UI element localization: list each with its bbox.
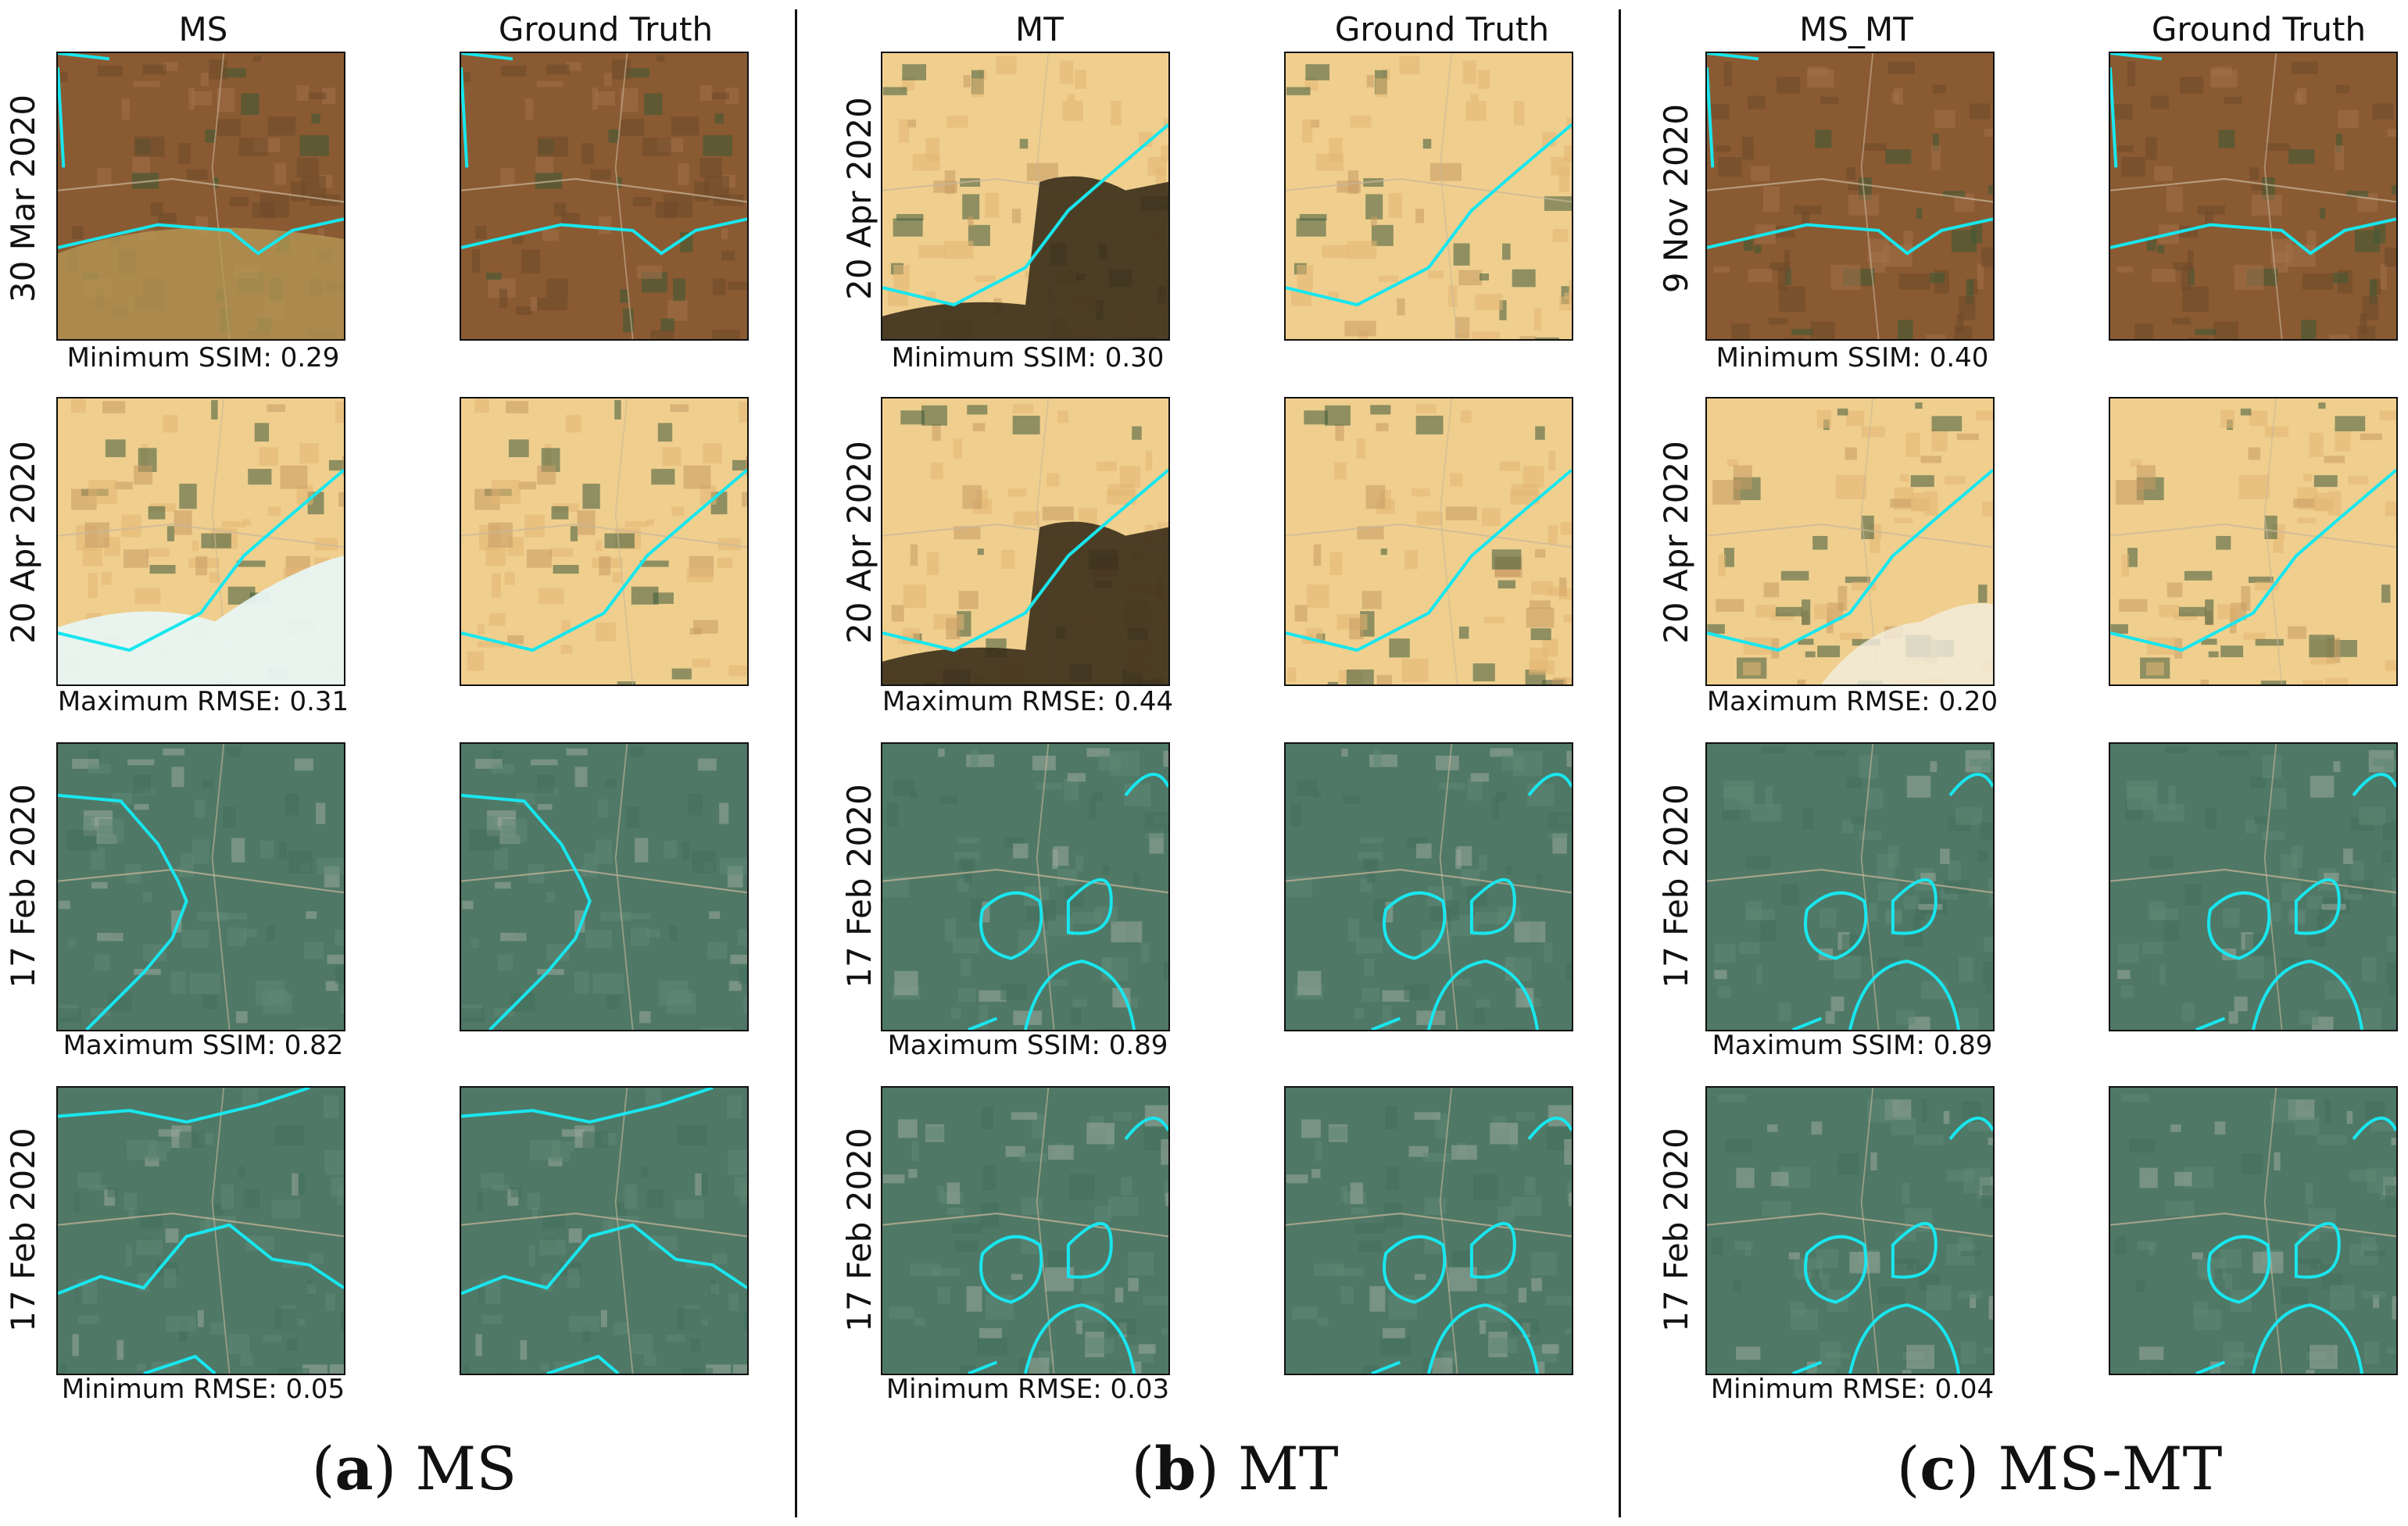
metric-b4: Minimum RMSE: 0.03: [886, 1374, 1170, 1405]
caption-c: (c) MS-MT: [1896, 1434, 2223, 1503]
metric-a1: Minimum SSIM: 0.29: [66, 342, 340, 373]
row-date-b1: 20 Apr 2020: [840, 97, 878, 300]
prediction-image-g1-r3: [56, 742, 345, 1031]
metric-a3: Maximum SSIM: 0.82: [63, 1030, 344, 1061]
metric-b1: Minimum SSIM: 0.30: [891, 342, 1165, 373]
prediction-image-g2-r1: [881, 52, 1170, 341]
prediction-image-g3-r4: [1705, 1086, 1995, 1375]
caption-name-c: MS-MT: [1998, 1434, 2223, 1503]
caption-letter-a: a: [335, 1434, 374, 1503]
row-date-b4: 17 Feb 2020: [840, 1128, 878, 1332]
metric-a4: Minimum RMSE: 0.05: [61, 1374, 345, 1405]
caption-b: (b) MT: [1131, 1434, 1339, 1503]
caption-name-a: MS: [415, 1434, 517, 1503]
row-date-c3: 17 Feb 2020: [1657, 784, 1695, 988]
row-date-a4: 17 Feb 2020: [4, 1128, 42, 1332]
caption-a: (a) MS: [311, 1434, 517, 1503]
col-title-mt: MT: [1015, 10, 1064, 48]
metric-c2: Maximum RMSE: 0.20: [1706, 686, 1998, 717]
prediction-image-g2-r2: [881, 397, 1170, 686]
caption-letter-b: b: [1154, 1434, 1197, 1503]
row-date-c2: 20 Apr 2020: [1657, 441, 1695, 644]
ground-truth-image-g1-r3: [460, 742, 749, 1031]
prediction-image-g3-r1: [1705, 52, 1995, 341]
row-date-b3: 17 Feb 2020: [840, 784, 878, 988]
prediction-image-g1-r2: [56, 397, 345, 686]
metric-c3: Maximum SSIM: 0.89: [1712, 1030, 1993, 1061]
row-date-a2: 20 Apr 2020: [4, 441, 42, 644]
col-title-gt-b: Ground Truth: [1334, 10, 1550, 48]
prediction-image-g2-r4: [881, 1086, 1170, 1375]
prediction-image-g1-r4: [56, 1086, 345, 1375]
ground-truth-image-g2-r1: [1284, 52, 1573, 341]
col-title-gt-c: Ground Truth: [2151, 10, 2367, 48]
col-title-ms-mt: MS_MT: [1799, 10, 1913, 48]
metric-b3: Maximum SSIM: 0.89: [887, 1030, 1168, 1061]
prediction-image-g3-r3: [1705, 742, 1995, 1031]
ground-truth-image-g2-r3: [1284, 742, 1573, 1031]
row-date-a1: 30 Mar 2020: [4, 94, 42, 303]
ground-truth-image-g3-r1: [2109, 52, 2398, 341]
ground-truth-image-g1-r4: [460, 1086, 749, 1375]
prediction-image-g3-r2: [1705, 397, 1995, 686]
caption-letter-c: c: [1920, 1434, 1956, 1503]
row-date-b2: 20 Apr 2020: [840, 441, 878, 644]
caption-name-b: MT: [1238, 1434, 1339, 1503]
metric-c1: Minimum SSIM: 0.40: [1716, 342, 1989, 373]
metric-c4: Minimum RMSE: 0.04: [1710, 1374, 1995, 1405]
row-date-c1: 9 Nov 2020: [1657, 103, 1695, 294]
row-date-c4: 17 Feb 2020: [1657, 1128, 1695, 1332]
col-title-ms: MS: [178, 10, 228, 48]
metric-a2: Maximum RMSE: 0.31: [57, 686, 349, 717]
metric-b2: Maximum RMSE: 0.44: [882, 686, 1174, 717]
row-date-a3: 17 Feb 2020: [4, 784, 42, 988]
prediction-image-g2-r3: [881, 742, 1170, 1031]
ground-truth-image-g3-r2: [2109, 397, 2398, 686]
prediction-image-g1-r1: [56, 52, 345, 341]
ground-truth-image-g1-r1: [460, 52, 749, 341]
col-title-gt-a: Ground Truth: [498, 10, 714, 48]
group-divider-2: [1619, 9, 1621, 1517]
group-divider-1: [795, 9, 797, 1517]
ground-truth-image-g3-r3: [2109, 742, 2398, 1031]
ground-truth-image-g2-r2: [1284, 397, 1573, 686]
ground-truth-image-g3-r4: [2109, 1086, 2398, 1375]
ground-truth-image-g2-r4: [1284, 1086, 1573, 1375]
ground-truth-image-g1-r2: [460, 397, 749, 686]
